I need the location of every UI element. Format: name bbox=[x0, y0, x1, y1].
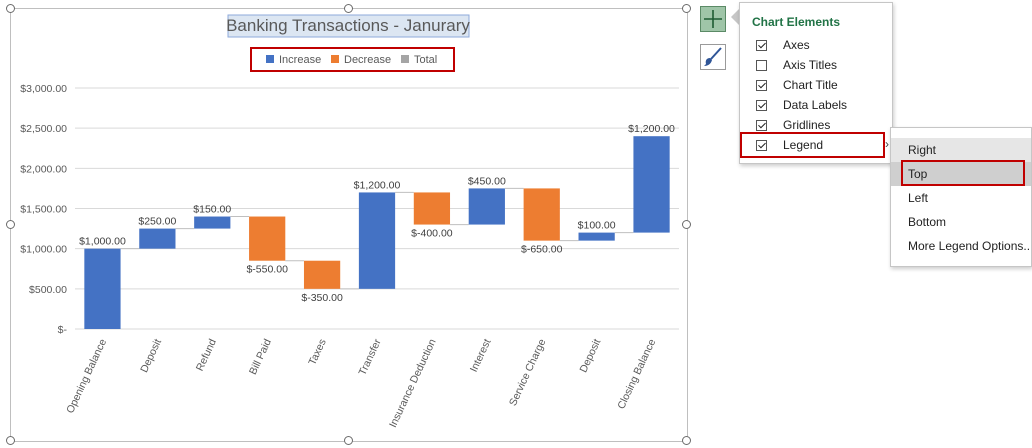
resize-handle-left[interactable] bbox=[6, 220, 15, 229]
legend-position-menu: Right Top Left Bottom More Legend Option… bbox=[890, 127, 1032, 267]
y-tick-label: $2,000.00 bbox=[20, 163, 67, 175]
checkmark-icon bbox=[758, 100, 766, 109]
axis-titles-checkbox[interactable] bbox=[756, 60, 767, 71]
legend-highlight-box bbox=[250, 47, 455, 72]
bar-increase[interactable] bbox=[633, 136, 670, 233]
chart-element-legend[interactable]: Legend › bbox=[756, 137, 889, 155]
data-label: $1,200.00 bbox=[628, 123, 675, 135]
plus-icon bbox=[704, 10, 722, 28]
axis-titles-label: Axis Titles bbox=[783, 58, 838, 72]
legend-swatch-decrease bbox=[331, 55, 339, 63]
legend-label-total: Total bbox=[414, 54, 437, 66]
y-tick-label: $2,500.00 bbox=[20, 123, 67, 135]
category-label: Closing Balance bbox=[615, 337, 658, 411]
y-tick-label: $500.00 bbox=[29, 284, 67, 296]
data-label: $-550.00 bbox=[246, 264, 288, 276]
resize-handle-top-right[interactable] bbox=[682, 4, 691, 13]
category-label: Service Charge bbox=[507, 337, 549, 408]
data-label: $1,000.00 bbox=[79, 236, 126, 248]
chart-element-axes[interactable]: Axes bbox=[756, 37, 886, 55]
data-label: $-400.00 bbox=[411, 228, 453, 240]
chart-elements-title: Chart Elements bbox=[752, 15, 841, 29]
data-label: $100.00 bbox=[578, 220, 616, 232]
chart-elements-panel: Chart Elements Axes Axis Titles Chart Ti… bbox=[739, 2, 893, 164]
bar-decrease[interactable] bbox=[303, 260, 341, 289]
chart-area[interactable]: $- $500.00 $1,000.00 $1,500.00 $2,000.00 $2,5… bbox=[6, 4, 691, 445]
panel-pointer bbox=[731, 9, 739, 25]
legend-swatch-total bbox=[401, 55, 409, 63]
chart-elements-button[interactable] bbox=[700, 6, 726, 32]
category-label: Deposit bbox=[138, 337, 164, 374]
data-label: $150.00 bbox=[193, 204, 231, 216]
gridlines-label: Gridlines bbox=[783, 118, 831, 132]
bar-increase[interactable] bbox=[468, 188, 505, 225]
bar-decrease[interactable] bbox=[413, 192, 451, 225]
axes-checkbox[interactable] bbox=[756, 40, 767, 51]
bar-increase[interactable] bbox=[139, 228, 176, 249]
resize-handle-bottom-right[interactable] bbox=[682, 436, 691, 445]
category-label: Deposit bbox=[577, 337, 603, 374]
y-tick-label: $1,000.00 bbox=[20, 244, 67, 256]
checkmark-icon bbox=[758, 120, 766, 129]
bar-increase[interactable] bbox=[578, 232, 615, 241]
category-label: Interest bbox=[468, 337, 494, 374]
resize-handle-bottom-left[interactable] bbox=[6, 436, 15, 445]
legend-position-right[interactable]: Right bbox=[891, 138, 1031, 162]
category-label: Insurance Deduction bbox=[387, 337, 439, 430]
data-label: $450.00 bbox=[468, 175, 506, 187]
data-label: $1,200.00 bbox=[354, 179, 401, 191]
legend-item-highlight bbox=[740, 132, 885, 158]
bar-increase[interactable] bbox=[358, 192, 396, 289]
legend-label: Legend bbox=[783, 138, 824, 152]
resize-handle-top[interactable] bbox=[344, 4, 353, 13]
chart-element-chart-title[interactable]: Chart Title bbox=[756, 77, 886, 95]
chart-title-box[interactable] bbox=[227, 14, 470, 38]
top-option-highlight bbox=[901, 160, 1025, 186]
legend-label-decrease: Decrease bbox=[344, 54, 391, 66]
data-labels-label: Data Labels bbox=[783, 98, 848, 112]
checkmark-icon bbox=[758, 40, 766, 49]
axes-label: Axes bbox=[783, 38, 810, 52]
brush-icon bbox=[704, 47, 722, 66]
y-tick-label: $- bbox=[58, 324, 68, 336]
chart-element-axis-titles[interactable]: Axis Titles bbox=[756, 57, 886, 75]
bar-decrease[interactable] bbox=[249, 216, 286, 261]
legend-position-left[interactable]: Left bbox=[908, 191, 929, 205]
gridlines-checkbox[interactable] bbox=[756, 120, 767, 131]
chart-title: Banking Transactions - Janurary bbox=[226, 16, 470, 35]
waterfall-chart: $- $500.00 $1,000.00 $1,500.00 $2,000.00 $2,5… bbox=[20, 14, 679, 430]
chart-styles-button[interactable] bbox=[700, 44, 726, 70]
category-label: Refund bbox=[194, 337, 219, 373]
chevron-right-icon[interactable]: › bbox=[885, 137, 889, 151]
category-label: Opening Balance bbox=[64, 337, 109, 415]
data-label: $-350.00 bbox=[301, 292, 343, 304]
category-label: Taxes bbox=[306, 337, 328, 367]
legend-position-bottom[interactable]: Bottom bbox=[908, 215, 947, 229]
y-tick-label: $3,000.00 bbox=[20, 83, 67, 95]
bar-increase[interactable] bbox=[84, 248, 121, 329]
legend-checkbox[interactable] bbox=[756, 140, 767, 151]
legend-label-increase: Increase bbox=[279, 54, 321, 66]
legend-swatch-increase bbox=[266, 55, 274, 63]
resize-handle-top-left[interactable] bbox=[6, 4, 15, 13]
legend-position-top[interactable]: Top bbox=[891, 162, 1031, 186]
resize-handle-right[interactable] bbox=[682, 220, 691, 229]
resize-handle-bottom[interactable] bbox=[344, 436, 353, 445]
category-label: Transfer bbox=[356, 337, 383, 378]
y-tick-label: $1,500.00 bbox=[20, 204, 67, 216]
chart-element-gridlines[interactable]: Gridlines bbox=[756, 117, 886, 135]
chart-title-checkbox[interactable] bbox=[756, 80, 767, 91]
category-label: Bill Paid bbox=[247, 337, 274, 377]
chart-legend[interactable]: Increase Decrease Total bbox=[250, 47, 455, 72]
checkmark-icon bbox=[758, 80, 766, 89]
bar-decrease[interactable] bbox=[523, 188, 560, 241]
data-label: $250.00 bbox=[138, 216, 176, 228]
more-legend-options[interactable]: More Legend Options... bbox=[908, 239, 1031, 253]
chart-title-label: Chart Title bbox=[783, 78, 838, 92]
chart-element-data-labels[interactable]: Data Labels bbox=[756, 97, 886, 115]
data-label: $-650.00 bbox=[521, 244, 563, 256]
data-labels-checkbox[interactable] bbox=[756, 100, 767, 111]
bar-increase[interactable] bbox=[194, 216, 231, 229]
